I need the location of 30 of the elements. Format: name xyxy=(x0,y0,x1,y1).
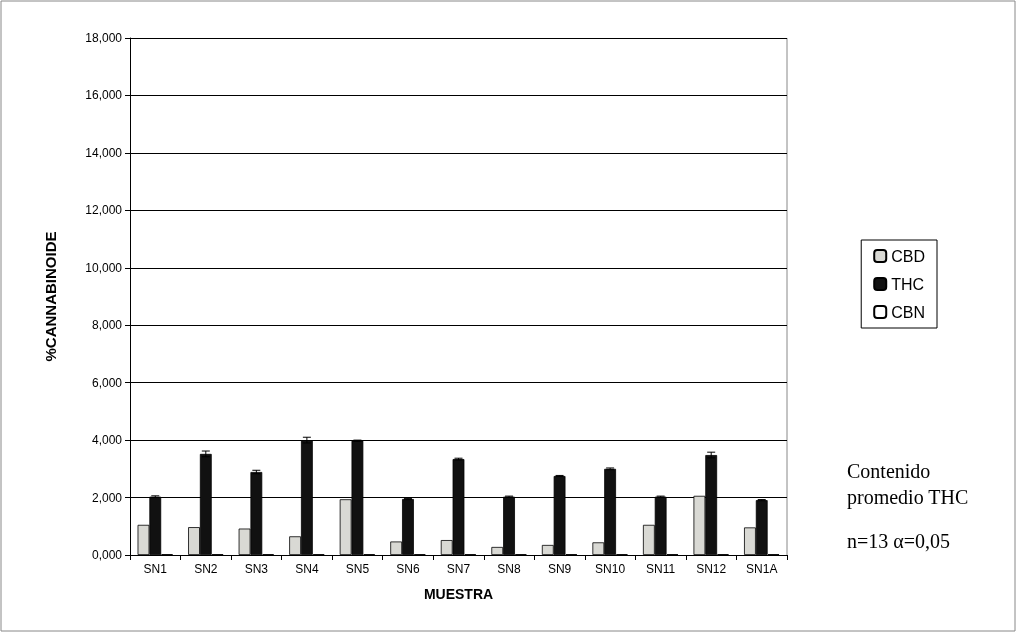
legend-label: CBN xyxy=(891,303,925,321)
text: n=13 α=0,05 xyxy=(847,530,951,552)
y-axis-title: %CANNABINOIDE xyxy=(42,231,59,362)
x-tick-label: SN2 xyxy=(194,562,218,576)
x-tick-label: SN11 xyxy=(646,562,676,576)
y-tick-label: 2,000 xyxy=(91,490,123,505)
x-axis-title: MUESTRA xyxy=(423,586,494,602)
y-tick-label: 6,000 xyxy=(91,375,123,390)
legend-label: CBD xyxy=(891,247,925,265)
y-tick-label: 4,000 xyxy=(91,433,123,448)
x-tick-label: SN1 xyxy=(143,562,168,576)
text: Contenido promedio THC xyxy=(847,460,969,509)
y-tick-label: 14,000 xyxy=(85,145,123,160)
x-tick-label: SN4 xyxy=(295,562,319,576)
y-tick-label: 18,000 xyxy=(85,31,123,45)
y-tick-label: 0,000 xyxy=(91,548,123,562)
x-tick-label: SN12 xyxy=(696,562,727,576)
x-tick-label: SN6 xyxy=(396,562,420,576)
x-tick-label: SN8 xyxy=(497,562,522,576)
x-tick-label: SN3 xyxy=(244,562,269,576)
x-tick-label: SN9 xyxy=(547,562,572,576)
y-tick-label: 10,000 xyxy=(85,260,123,275)
legend-label: THC xyxy=(891,275,925,293)
x-tick-label: SN7 xyxy=(446,562,471,576)
x-tick-label: SN5 xyxy=(345,562,370,576)
x-tick-label: SN1A xyxy=(746,562,778,576)
y-tick-label: 16,000 xyxy=(85,88,123,103)
x-tick-label: SN10 xyxy=(595,562,626,576)
y-tick-label: 12,000 xyxy=(85,203,123,218)
y-tick-label: 8,000 xyxy=(91,318,123,333)
